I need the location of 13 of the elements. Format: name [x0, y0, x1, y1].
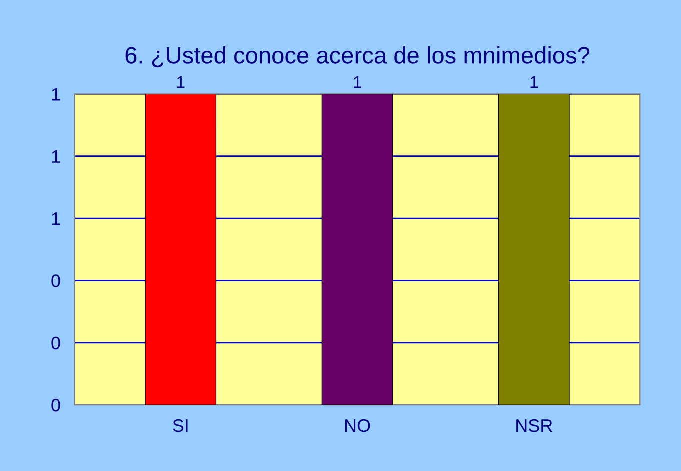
chart-title: 6. ¿Usted conoce acerca de los mnimedios? — [126, 46, 590, 68]
x-tick-label: SI — [173, 419, 188, 432]
x-tick-label: NSR — [516, 419, 552, 432]
data-label: 1 — [354, 76, 362, 88]
x-tick-label: NO — [345, 419, 370, 432]
data-label: 1 — [178, 76, 185, 88]
data-label: 1 — [530, 76, 538, 88]
y-tick-label: 0 — [52, 398, 60, 412]
y-tick-label: 1 — [52, 150, 60, 163]
y-tick-label: 0 — [52, 274, 60, 288]
y-tick-label: 1 — [52, 88, 60, 101]
y-tick-label: 0 — [52, 336, 60, 350]
y-tick-label: 1 — [52, 212, 60, 226]
